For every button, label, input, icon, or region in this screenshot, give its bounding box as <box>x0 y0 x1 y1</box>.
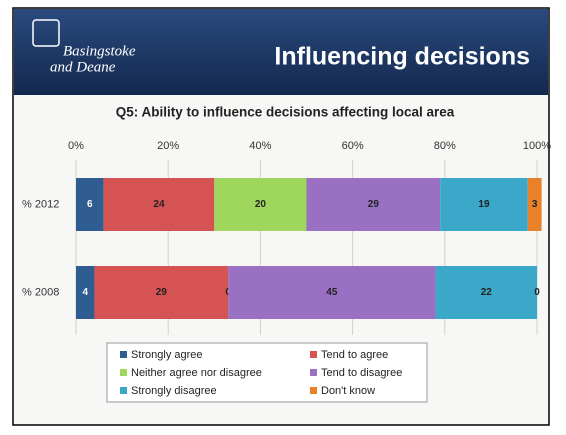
bar-segment <box>94 266 229 319</box>
logo-text: and Deane <box>50 59 116 75</box>
bar-segment <box>103 178 215 231</box>
chart-title: Q5: Ability to influence decisions affec… <box>116 105 455 120</box>
bar-segment <box>440 178 528 231</box>
legend-swatch <box>120 369 127 376</box>
legend-swatch <box>310 387 317 394</box>
x-tick-label: 60% <box>342 140 364 152</box>
legend-swatch <box>120 387 127 394</box>
logo-crest <box>32 19 60 47</box>
data-label: 20 <box>255 199 267 210</box>
legend-swatch <box>310 369 317 376</box>
bar-segment <box>76 266 95 319</box>
data-label: 24 <box>153 199 165 210</box>
x-tick-label: 0% <box>68 140 84 152</box>
bar-segment <box>435 266 537 319</box>
legend-label: Don't know <box>321 385 375 397</box>
data-label: 4 <box>82 287 88 298</box>
slide-title: Influencing decisions <box>274 43 530 71</box>
bar-segment <box>76 178 104 231</box>
y-tick-label: % 2012 <box>22 198 59 210</box>
data-label: 29 <box>156 287 168 298</box>
data-label: 29 <box>368 199 380 210</box>
legend-label: Strongly disagree <box>131 385 217 397</box>
logo-text: Basingstoke <box>63 43 136 59</box>
bar-segment <box>228 266 436 319</box>
legend-label: Tend to disagree <box>321 367 402 379</box>
bar-segment <box>214 178 307 231</box>
x-tick-label: 100% <box>523 140 551 152</box>
x-tick-label: 20% <box>157 140 179 152</box>
bar-segment <box>527 178 542 231</box>
data-label: 45 <box>326 287 338 298</box>
legend-box <box>106 342 428 403</box>
legend-label: Tend to agree <box>321 349 388 361</box>
data-label: 19 <box>478 199 490 210</box>
data-label: 22 <box>481 287 493 298</box>
legend-swatch <box>120 351 127 358</box>
legend-label: Neither agree nor disagree <box>131 367 262 379</box>
data-label: 6 <box>87 199 93 210</box>
legend-label: Strongly agree <box>131 349 203 361</box>
x-tick-label: 40% <box>249 140 271 152</box>
legend-swatch <box>310 351 317 358</box>
x-tick-label: 80% <box>434 140 456 152</box>
y-tick-label: % 2008 <box>22 286 59 298</box>
bar-segment <box>306 178 441 231</box>
header-band <box>14 9 548 95</box>
data-label: 3 <box>532 199 538 210</box>
data-label: 0 <box>534 287 540 298</box>
